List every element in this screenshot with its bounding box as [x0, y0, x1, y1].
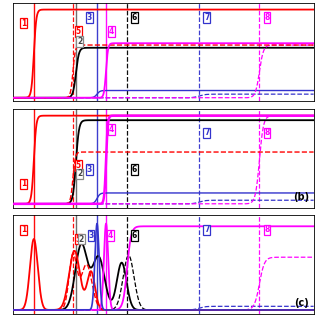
Text: 1: 1: [21, 225, 26, 235]
Text: (c): (c): [294, 298, 309, 308]
Text: 7: 7: [204, 13, 210, 22]
Text: 6: 6: [132, 165, 137, 174]
Text: 2: 2: [77, 169, 82, 178]
Text: 3: 3: [87, 165, 92, 174]
Text: 3: 3: [87, 13, 92, 22]
Text: 4: 4: [108, 231, 113, 240]
Text: 6: 6: [132, 231, 137, 240]
Text: 5: 5: [76, 235, 81, 244]
Text: 7: 7: [204, 128, 210, 137]
Text: 5: 5: [76, 161, 81, 170]
Text: 5: 5: [76, 27, 81, 36]
Text: 4: 4: [109, 27, 114, 36]
Text: (b): (b): [293, 192, 309, 202]
Text: 1: 1: [21, 19, 26, 28]
Text: 2: 2: [79, 235, 84, 244]
Text: 8: 8: [264, 13, 270, 22]
Text: 2: 2: [77, 37, 82, 46]
Text: 1: 1: [21, 180, 26, 188]
Text: 8: 8: [264, 128, 270, 137]
Text: 3: 3: [88, 231, 94, 240]
Text: 4: 4: [109, 125, 114, 134]
Text: 8: 8: [264, 225, 270, 235]
Text: 6: 6: [132, 13, 137, 22]
Text: 7: 7: [204, 225, 210, 235]
